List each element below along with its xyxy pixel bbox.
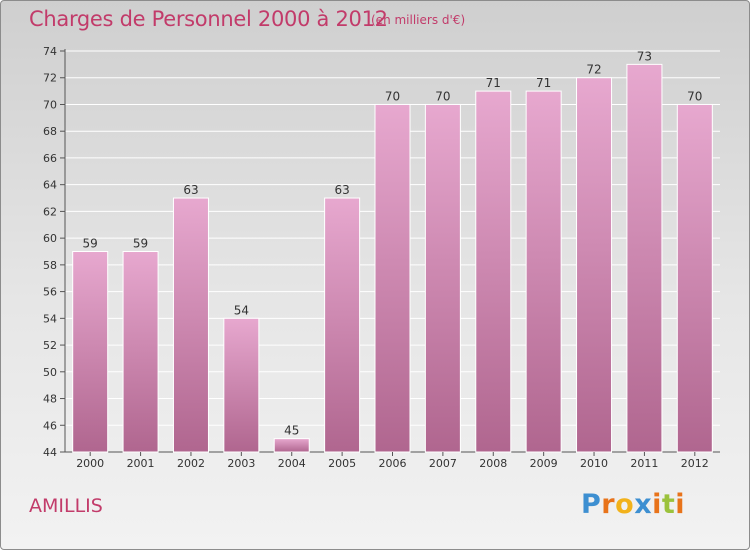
y-tick-label: 68 bbox=[43, 125, 57, 138]
logo-letter: x bbox=[634, 489, 653, 520]
bar-2005 bbox=[324, 197, 361, 453]
value-label-2006: 70 bbox=[385, 89, 400, 103]
y-tick-labels: 44 46 48 50 52 54 56 58 60 62 64 66 68 70 72 74 bbox=[43, 45, 65, 459]
y-tick-label: 74 bbox=[43, 45, 57, 58]
value-labels: 59 59 63 54 45 63 70 70 71 71 72 73 70 bbox=[83, 49, 703, 437]
y-tick-label: 54 bbox=[43, 312, 57, 325]
logo-letter: o bbox=[615, 489, 635, 520]
logo-letter: i bbox=[675, 489, 686, 520]
bar-2003 bbox=[223, 317, 260, 453]
logo-letter: r bbox=[601, 489, 616, 520]
value-label-2012: 70 bbox=[687, 89, 702, 103]
y-tick-label: 70 bbox=[43, 98, 57, 111]
x-tick-label-2005: 2005 bbox=[328, 457, 356, 470]
x-tick-label-2006: 2006 bbox=[379, 457, 407, 470]
y-tick-label: 56 bbox=[43, 286, 57, 299]
value-label-2009: 71 bbox=[536, 76, 551, 90]
y-tick-label: 48 bbox=[43, 393, 57, 406]
bar-2008 bbox=[475, 90, 512, 453]
y-tick-label: 50 bbox=[43, 366, 57, 379]
x-tick-label-2010: 2010 bbox=[580, 457, 608, 470]
value-label-2000: 59 bbox=[83, 237, 98, 251]
value-label-2008: 71 bbox=[486, 76, 501, 90]
value-label-2007: 70 bbox=[435, 89, 450, 103]
bar-2006 bbox=[374, 103, 411, 453]
value-label-2003: 54 bbox=[234, 303, 249, 317]
bar-2004 bbox=[273, 438, 310, 453]
x-tick-label-2009: 2009 bbox=[530, 457, 558, 470]
commune-name: AMILLIS bbox=[29, 495, 103, 517]
x-tick-label-2008: 2008 bbox=[479, 457, 507, 470]
y-tick-label: 72 bbox=[43, 72, 57, 85]
y-tick-label: 64 bbox=[43, 179, 57, 192]
y-tick-label: 44 bbox=[43, 446, 57, 459]
logo-letter: P bbox=[581, 489, 602, 520]
value-label-2005: 63 bbox=[334, 183, 349, 197]
y-tick-label: 60 bbox=[43, 232, 57, 245]
bars bbox=[72, 63, 713, 453]
logo-letter: i bbox=[652, 489, 662, 520]
y-tick-label: 62 bbox=[43, 205, 57, 218]
bar-2000 bbox=[72, 251, 109, 453]
y-tick-label: 66 bbox=[43, 152, 57, 165]
x-tick-labels: 2000 2001 2002 2003 2004 2005 2006 2007 2008 2009… bbox=[76, 452, 709, 470]
x-tick-label-2012: 2012 bbox=[681, 457, 709, 470]
x-tick-label-2001: 2001 bbox=[127, 457, 155, 470]
bar-2011 bbox=[626, 63, 663, 453]
y-tick-label: 58 bbox=[43, 259, 57, 272]
bar-2009 bbox=[525, 90, 562, 453]
value-label-2004: 45 bbox=[284, 424, 299, 438]
bar-2002 bbox=[172, 197, 209, 453]
value-label-2011: 73 bbox=[637, 49, 652, 63]
bar-2001 bbox=[122, 251, 159, 453]
x-tick-label-2007: 2007 bbox=[429, 457, 457, 470]
proxiti-logo[interactable]: Proxiti bbox=[581, 489, 685, 520]
value-label-2002: 63 bbox=[183, 183, 198, 197]
y-tick-label: 46 bbox=[43, 419, 57, 432]
x-tick-label-2004: 2004 bbox=[278, 457, 306, 470]
value-label-2010: 72 bbox=[586, 63, 601, 77]
bar-2010 bbox=[576, 77, 613, 453]
bar-2007 bbox=[424, 103, 461, 453]
x-tick-label-2011: 2011 bbox=[630, 457, 658, 470]
bar-2012 bbox=[676, 103, 713, 453]
x-tick-label-2003: 2003 bbox=[227, 457, 255, 470]
value-label-2001: 59 bbox=[133, 237, 148, 251]
logo-letter: t bbox=[661, 489, 676, 520]
chart-subtitle: (en milliers d'€) bbox=[371, 13, 466, 27]
x-tick-label-2002: 2002 bbox=[177, 457, 205, 470]
y-tick-label: 52 bbox=[43, 339, 57, 352]
chart-title: Charges de Personnel 2000 à 2012 bbox=[29, 7, 388, 31]
x-tick-label-2000: 2000 bbox=[76, 457, 104, 470]
